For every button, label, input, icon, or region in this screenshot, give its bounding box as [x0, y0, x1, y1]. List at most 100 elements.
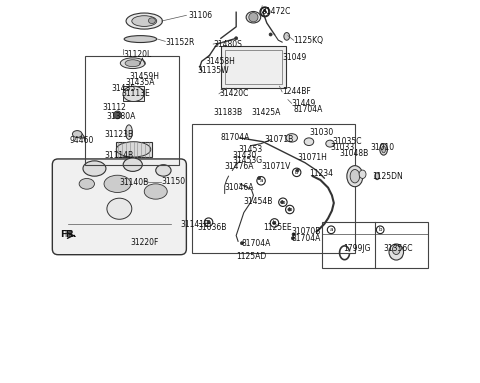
Circle shape	[269, 33, 272, 36]
Ellipse shape	[83, 161, 106, 176]
Ellipse shape	[156, 165, 171, 176]
Text: 31476A: 31476A	[225, 162, 254, 171]
Circle shape	[288, 208, 291, 211]
Text: 31458H: 31458H	[205, 57, 235, 66]
Text: a: a	[259, 178, 263, 183]
Text: A: A	[263, 9, 267, 15]
Bar	[221, 46, 286, 88]
Ellipse shape	[104, 175, 131, 193]
Text: b: b	[273, 220, 276, 226]
Text: 31141E: 31141E	[180, 219, 209, 229]
Text: 31071B: 31071B	[265, 135, 294, 144]
Text: 31420C: 31420C	[219, 89, 248, 98]
Ellipse shape	[116, 142, 151, 157]
Text: 31183B: 31183B	[213, 108, 242, 118]
Ellipse shape	[125, 125, 132, 139]
Text: b: b	[288, 207, 291, 212]
Text: b: b	[378, 227, 382, 232]
Text: 31036B: 31036B	[198, 223, 227, 232]
Circle shape	[296, 169, 299, 172]
Ellipse shape	[375, 173, 379, 180]
Ellipse shape	[72, 131, 82, 137]
Ellipse shape	[284, 33, 289, 40]
Text: 31472C: 31472C	[261, 7, 290, 16]
Ellipse shape	[347, 165, 363, 187]
Text: 31048B: 31048B	[339, 149, 369, 159]
Text: 1125DN: 1125DN	[372, 172, 403, 181]
Ellipse shape	[350, 169, 360, 183]
Text: A: A	[263, 9, 267, 15]
Ellipse shape	[380, 144, 387, 155]
Text: 81704A: 81704A	[221, 133, 250, 142]
Text: 81704A: 81704A	[292, 234, 321, 243]
Ellipse shape	[246, 11, 261, 23]
Ellipse shape	[124, 36, 156, 43]
Text: A: A	[206, 219, 211, 225]
Bar	[116, 142, 152, 157]
Text: b: b	[281, 200, 285, 205]
Text: 31140B: 31140B	[120, 178, 149, 187]
Text: 31449: 31449	[292, 99, 316, 108]
Text: 31480S: 31480S	[213, 39, 242, 49]
Ellipse shape	[126, 13, 162, 29]
Text: 31150: 31150	[161, 177, 186, 187]
Text: 31123B: 31123B	[104, 130, 133, 139]
Ellipse shape	[120, 58, 145, 69]
Text: a: a	[329, 227, 333, 232]
Ellipse shape	[393, 245, 400, 255]
Bar	[123, 86, 144, 101]
Text: 31430: 31430	[232, 151, 257, 160]
Text: 31033: 31033	[330, 143, 354, 152]
Text: 31010: 31010	[370, 143, 395, 152]
Text: 1125KQ: 1125KQ	[294, 36, 324, 45]
Ellipse shape	[123, 158, 143, 172]
Text: 31114B: 31114B	[104, 151, 133, 160]
Text: 31030: 31030	[309, 128, 333, 137]
Text: FR.: FR.	[60, 230, 76, 239]
Ellipse shape	[359, 170, 366, 178]
Text: 31071H: 31071H	[298, 152, 327, 162]
Circle shape	[291, 237, 294, 240]
Ellipse shape	[123, 86, 144, 101]
Text: 1244BF: 1244BF	[282, 87, 311, 97]
Text: 31453: 31453	[238, 145, 263, 154]
Bar	[225, 50, 282, 84]
Bar	[323, 222, 428, 268]
Text: b: b	[295, 170, 299, 175]
Text: 31459H: 31459H	[129, 72, 159, 81]
FancyBboxPatch shape	[52, 159, 186, 255]
Ellipse shape	[304, 138, 314, 146]
Text: 31113E: 31113E	[121, 89, 150, 98]
Circle shape	[258, 177, 261, 180]
Text: 1125EE: 1125EE	[263, 223, 292, 232]
Text: 31120L: 31120L	[123, 50, 151, 59]
Text: 31454B: 31454B	[244, 196, 273, 206]
Text: 31425A: 31425A	[252, 108, 281, 118]
Circle shape	[235, 37, 238, 40]
Ellipse shape	[79, 178, 95, 189]
Circle shape	[240, 242, 243, 245]
Ellipse shape	[125, 60, 141, 67]
Ellipse shape	[382, 146, 385, 153]
Text: 31106: 31106	[188, 11, 213, 20]
Text: 31049: 31049	[282, 53, 306, 62]
Text: 31453G: 31453G	[232, 156, 263, 165]
Text: 1799JG: 1799JG	[343, 244, 371, 254]
Text: 11234: 11234	[309, 169, 333, 178]
Text: 1125AD: 1125AD	[236, 252, 266, 261]
Text: 94460: 94460	[70, 136, 94, 146]
Circle shape	[273, 221, 276, 224]
Ellipse shape	[286, 134, 298, 142]
Text: 81704A: 81704A	[294, 105, 323, 114]
Text: 31112: 31112	[102, 103, 126, 112]
Ellipse shape	[107, 198, 132, 219]
Text: 81704A: 81704A	[242, 239, 271, 248]
Circle shape	[114, 111, 121, 119]
Circle shape	[207, 221, 210, 224]
Ellipse shape	[326, 140, 334, 147]
Text: 31380A: 31380A	[106, 112, 135, 121]
Text: 31435: 31435	[112, 83, 136, 93]
Ellipse shape	[144, 184, 167, 199]
Text: 31152R: 31152R	[165, 38, 195, 47]
Ellipse shape	[389, 244, 404, 260]
